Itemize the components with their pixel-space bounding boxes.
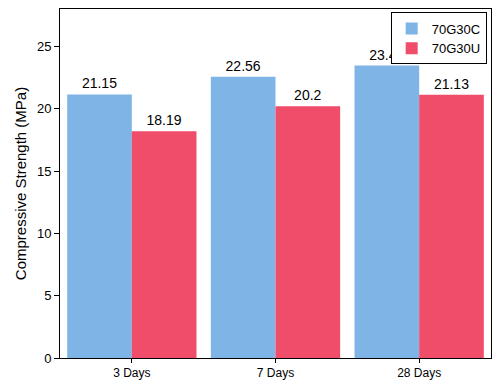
svg-text:15: 15	[37, 164, 51, 179]
svg-text:0: 0	[44, 351, 51, 366]
svg-text:10: 10	[37, 226, 51, 241]
svg-text:3 Days: 3 Days	[113, 366, 150, 380]
svg-text:Compressive Strength (MPa): Compressive Strength (MPa)	[12, 87, 29, 280]
svg-text:28 Days: 28 Days	[397, 366, 441, 380]
svg-text:22.56: 22.56	[226, 58, 261, 74]
svg-text:70G30U: 70G30U	[432, 41, 480, 56]
svg-text:20.2: 20.2	[294, 87, 321, 103]
svg-text:7 Days: 7 Days	[257, 366, 294, 380]
svg-text:21.15: 21.15	[82, 75, 117, 91]
svg-text:5: 5	[44, 288, 51, 303]
svg-text:70G30C: 70G30C	[432, 22, 480, 37]
svg-text:25: 25	[37, 39, 51, 54]
svg-text:23.46: 23.46	[369, 46, 405, 63]
svg-text:18.19: 18.19	[147, 112, 182, 128]
svg-text:21.13: 21.13	[434, 76, 469, 92]
svg-text:20: 20	[37, 101, 51, 116]
